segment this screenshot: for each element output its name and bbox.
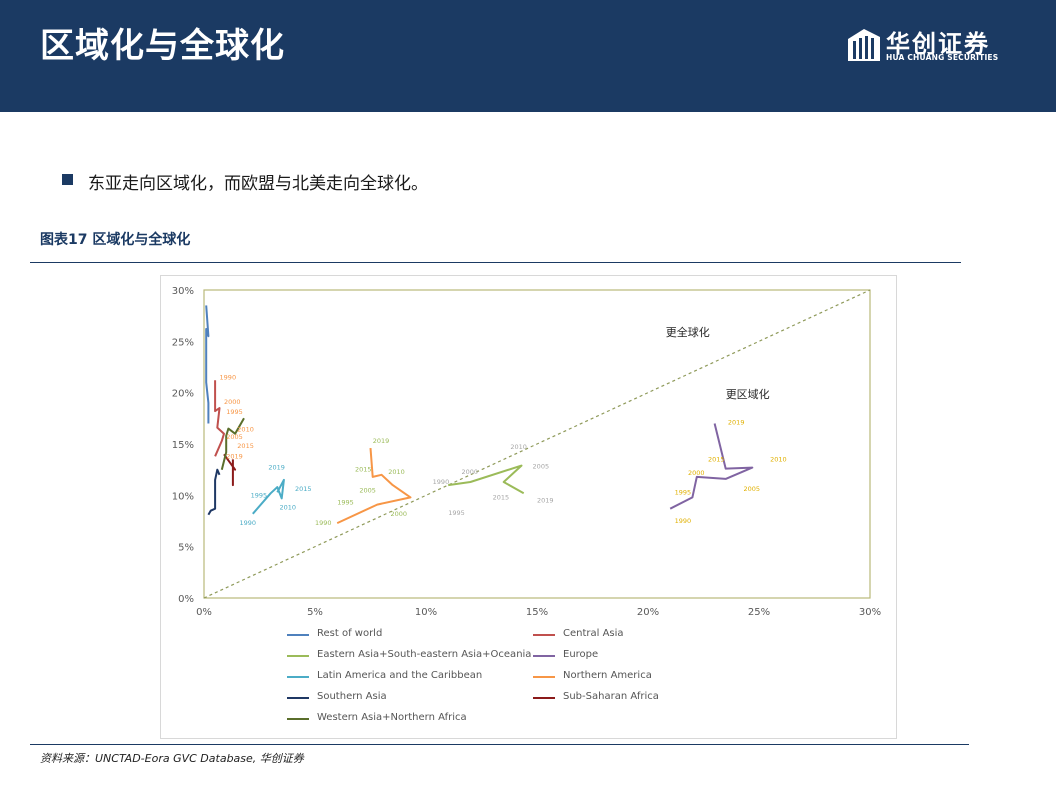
legend-swatch [287,676,309,678]
legend-swatch [533,634,555,636]
point-year-label: 2015 [295,485,312,493]
page-title: 区域化与全球化 [40,26,285,66]
point-year-label: 1995 [226,408,243,416]
x-tick-label: 15% [526,607,548,618]
series-line [669,423,754,510]
legend-label: Eastern Asia+South-eastern Asia+Oceania [317,649,532,660]
point-year-label: 2019 [373,437,390,445]
point-year-label: 2005 [226,433,243,441]
legend-swatch [533,697,555,699]
point-year-label: 1990 [240,519,257,527]
scatter-line-chart: 0% 5% 10% 15% 20% 25% 30% 0% 5% 10% 15% 20% 25% 30% 19… [172,286,881,618]
legend-swatch [533,676,555,678]
y-tick-label: 10% [172,491,194,502]
bullet-text: 东亚走向区域化，而欧盟与北美走向全球化。 [88,174,428,194]
legend-label: Southern Asia [317,691,387,702]
series-line [205,305,210,424]
point-year-label: 1995 [337,499,354,507]
y-tick-label: 25% [172,337,194,348]
legend-label: Europe [563,649,599,660]
x-tick-label: 30% [859,607,881,618]
chart-frame: 0% 5% 10% 15% 20% 25% 30% 0% 5% 10% 15% 20% 25% 30% 19… [160,275,897,739]
series-line [448,464,525,495]
divider-top [30,262,961,263]
x-tick-label: 5% [307,607,323,618]
legend-swatch [287,634,309,636]
point-year-label: 1990 [433,478,450,486]
point-year-label: 2010 [279,504,296,512]
series-line [336,448,412,525]
y-tick-label: 20% [172,389,194,400]
point-year-label: 2000 [462,468,479,476]
series-line [220,417,245,470]
y-tick-label: 0% [178,594,194,605]
legend-swatch [533,655,555,657]
series-line [207,468,221,516]
region-annotation: 更全球化 [666,325,710,339]
legend-swatch [287,718,309,720]
logo-mark-icon [848,29,880,61]
point-year-label: 2019 [268,464,285,472]
point-year-label: 2000 [688,469,705,477]
figure-title: 图表17 区域化与全球化 [40,232,191,248]
point-year-label: 2000 [390,510,407,518]
legend-label: Central Asia [563,628,624,639]
diagonal-reference-line [203,289,871,599]
y-tick-label: 15% [172,440,194,451]
legend-label: Western Asia+Northern Africa [317,712,467,723]
legend-label: Sub-Saharan Africa [563,691,659,702]
point-year-label: 2015 [237,442,254,450]
series-line [252,478,285,515]
point-year-label: 2015 [493,493,510,501]
header-bar: 区域化与全球化 华创证券 HUA CHUANG SECURITIES [0,0,1056,112]
point-year-label: 2010 [770,455,787,463]
legend-swatch [287,655,309,657]
point-year-label: 2005 [359,486,376,494]
point-year-label: 2005 [533,463,550,471]
point-year-label: 2010 [237,426,254,434]
point-year-label: 2019 [537,497,554,505]
x-tick-label: 0% [196,607,212,618]
y-tick-label: 30% [172,286,194,297]
point-year-label: 2005 [743,485,760,493]
point-year-label: 1995 [675,488,692,496]
plot-area-border [203,289,871,599]
legend-label: Northern America [563,670,652,681]
point-year-label: 2015 [355,466,372,474]
point-year-label: 2010 [388,468,405,476]
legend-label: Rest of world [317,628,383,639]
x-tick-label: 20% [637,607,659,618]
point-year-label: 2019 [728,418,745,426]
point-year-label: 2010 [510,443,527,451]
point-year-label: 1990 [675,517,692,525]
point-year-label: 1995 [251,491,268,499]
x-tick-label: 25% [748,607,770,618]
x-tick-label: 10% [415,607,437,618]
logo-text-en: HUA CHUANG SECURITIES [886,53,999,62]
region-annotation: 更区域化 [726,387,770,401]
point-year-label: 1990 [315,519,332,527]
divider-bottom [30,744,969,745]
company-logo: 华创证券 HUA CHUANG SECURITIES [846,24,1016,66]
point-year-label: 2019 [226,452,243,460]
source-note: 资料来源：UNCTAD-Eora GVC Database, 华创证券 [40,752,304,765]
series-line [223,453,237,487]
y-tick-label: 5% [178,543,194,554]
logo-text-cn: 华创证券 [886,30,990,58]
point-year-label: 2000 [224,398,241,406]
point-year-label: 2015 [708,455,725,463]
bullet-square-icon [62,174,73,185]
series-line [214,380,225,457]
legend-label: Latin America and the Caribbean [317,670,483,681]
point-year-label: 1995 [448,509,465,517]
point-year-label: 1990 [220,373,237,381]
legend-swatch [287,697,309,699]
